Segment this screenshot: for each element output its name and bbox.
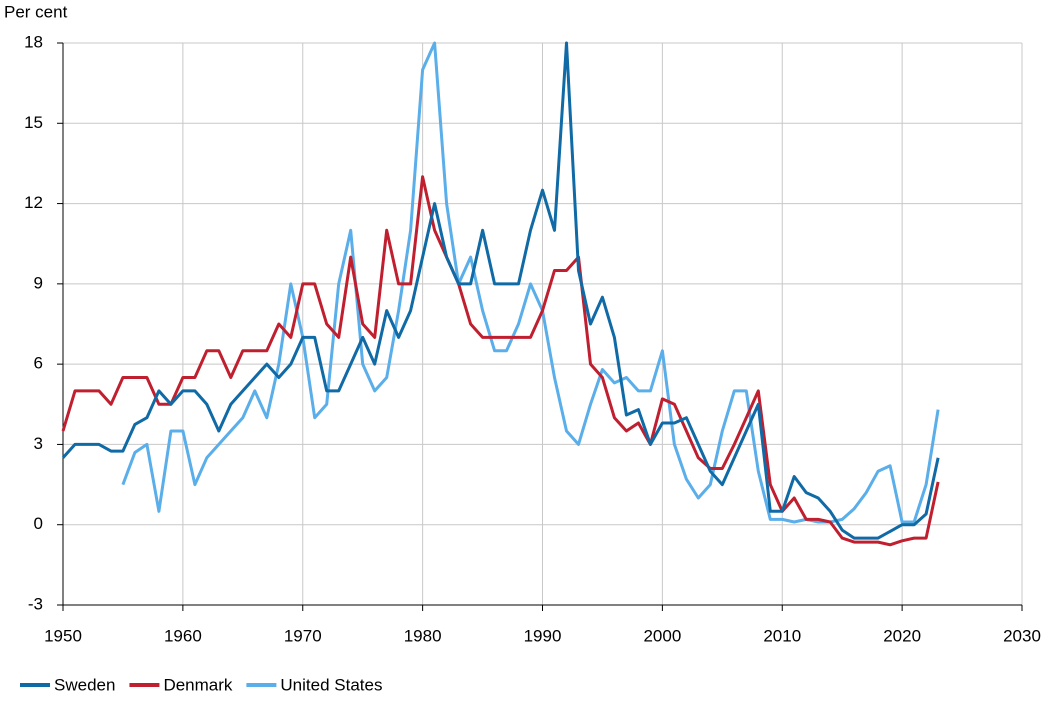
x-tick-label: 2010 <box>763 626 801 645</box>
y-tick-label: 12 <box>24 193 43 212</box>
x-tick-label: 1990 <box>524 626 562 645</box>
y-tick-label: 9 <box>34 273 43 292</box>
legend-label: Denmark <box>163 675 232 694</box>
x-tick-label: 1980 <box>404 626 442 645</box>
x-tick-label: 1960 <box>164 626 202 645</box>
x-tick-label: 1970 <box>284 626 322 645</box>
x-tick-label: 2000 <box>643 626 681 645</box>
series-line <box>61 175 940 547</box>
legend-label: United States <box>280 675 382 694</box>
y-tick-label: 6 <box>34 354 43 373</box>
y-tick-label: -3 <box>28 594 43 613</box>
y-tick-label: 15 <box>24 113 43 132</box>
y-tick-label: 3 <box>34 434 43 453</box>
x-tick-label: 2030 <box>1003 626 1041 645</box>
series-line <box>61 41 940 540</box>
y-tick-label: 0 <box>34 514 43 533</box>
series-line <box>121 41 940 524</box>
x-tick-label: 2020 <box>883 626 921 645</box>
legend-label: Sweden <box>54 675 115 694</box>
x-tick-label: 1950 <box>44 626 82 645</box>
y-axis-label: Per cent <box>4 2 68 21</box>
y-tick-label: 18 <box>24 32 43 51</box>
